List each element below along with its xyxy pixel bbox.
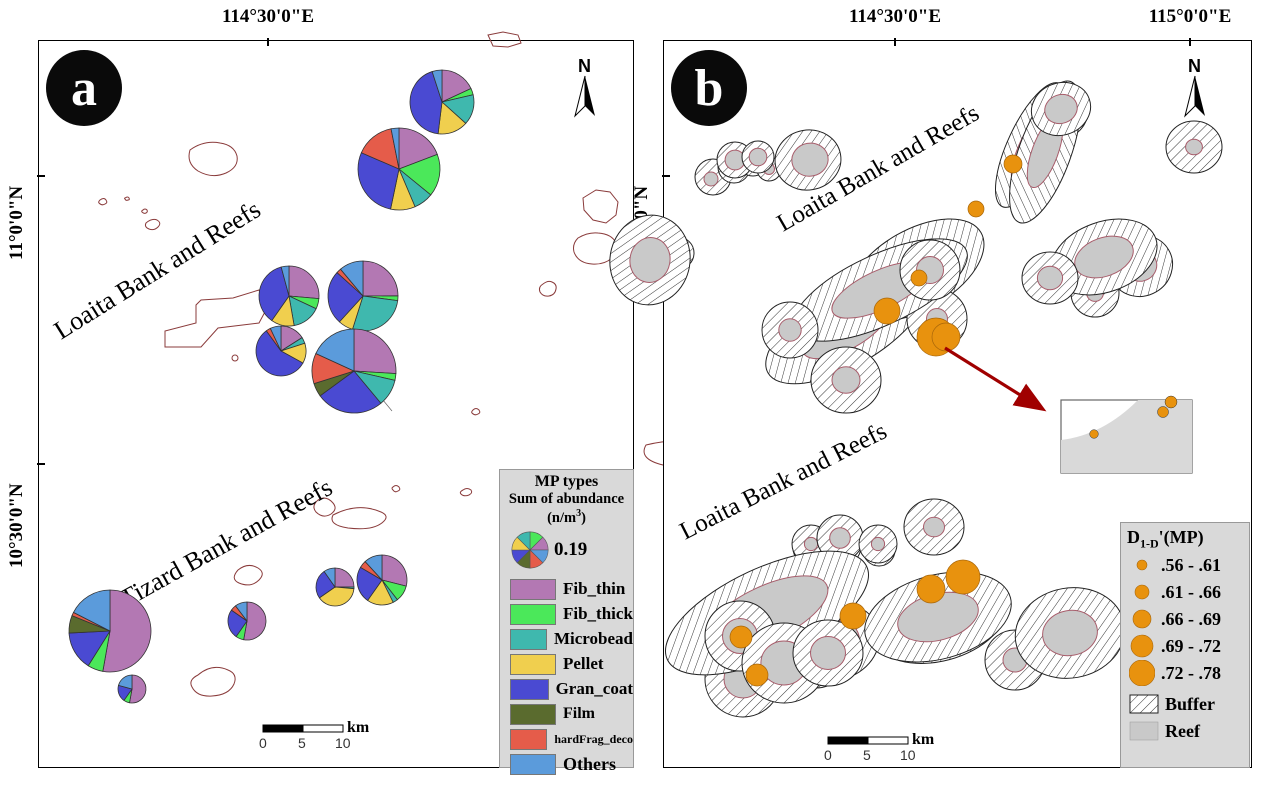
svg-text:km: km (912, 731, 935, 748)
svg-text:10: 10 (335, 735, 351, 751)
svg-text:10: 10 (900, 747, 916, 763)
svg-text:km: km (347, 719, 370, 736)
svg-text:Tizard Bank and Reefs: Tizard Bank and Reefs (115, 472, 337, 613)
svg-text:0: 0 (259, 735, 267, 751)
svg-text:Loaita Bank and Reefs: Loaita Bank and Reefs (49, 195, 266, 345)
svg-text:N: N (578, 56, 591, 76)
svg-text:0: 0 (824, 747, 832, 763)
svg-text:5: 5 (863, 747, 871, 763)
svg-text:5: 5 (298, 735, 306, 751)
